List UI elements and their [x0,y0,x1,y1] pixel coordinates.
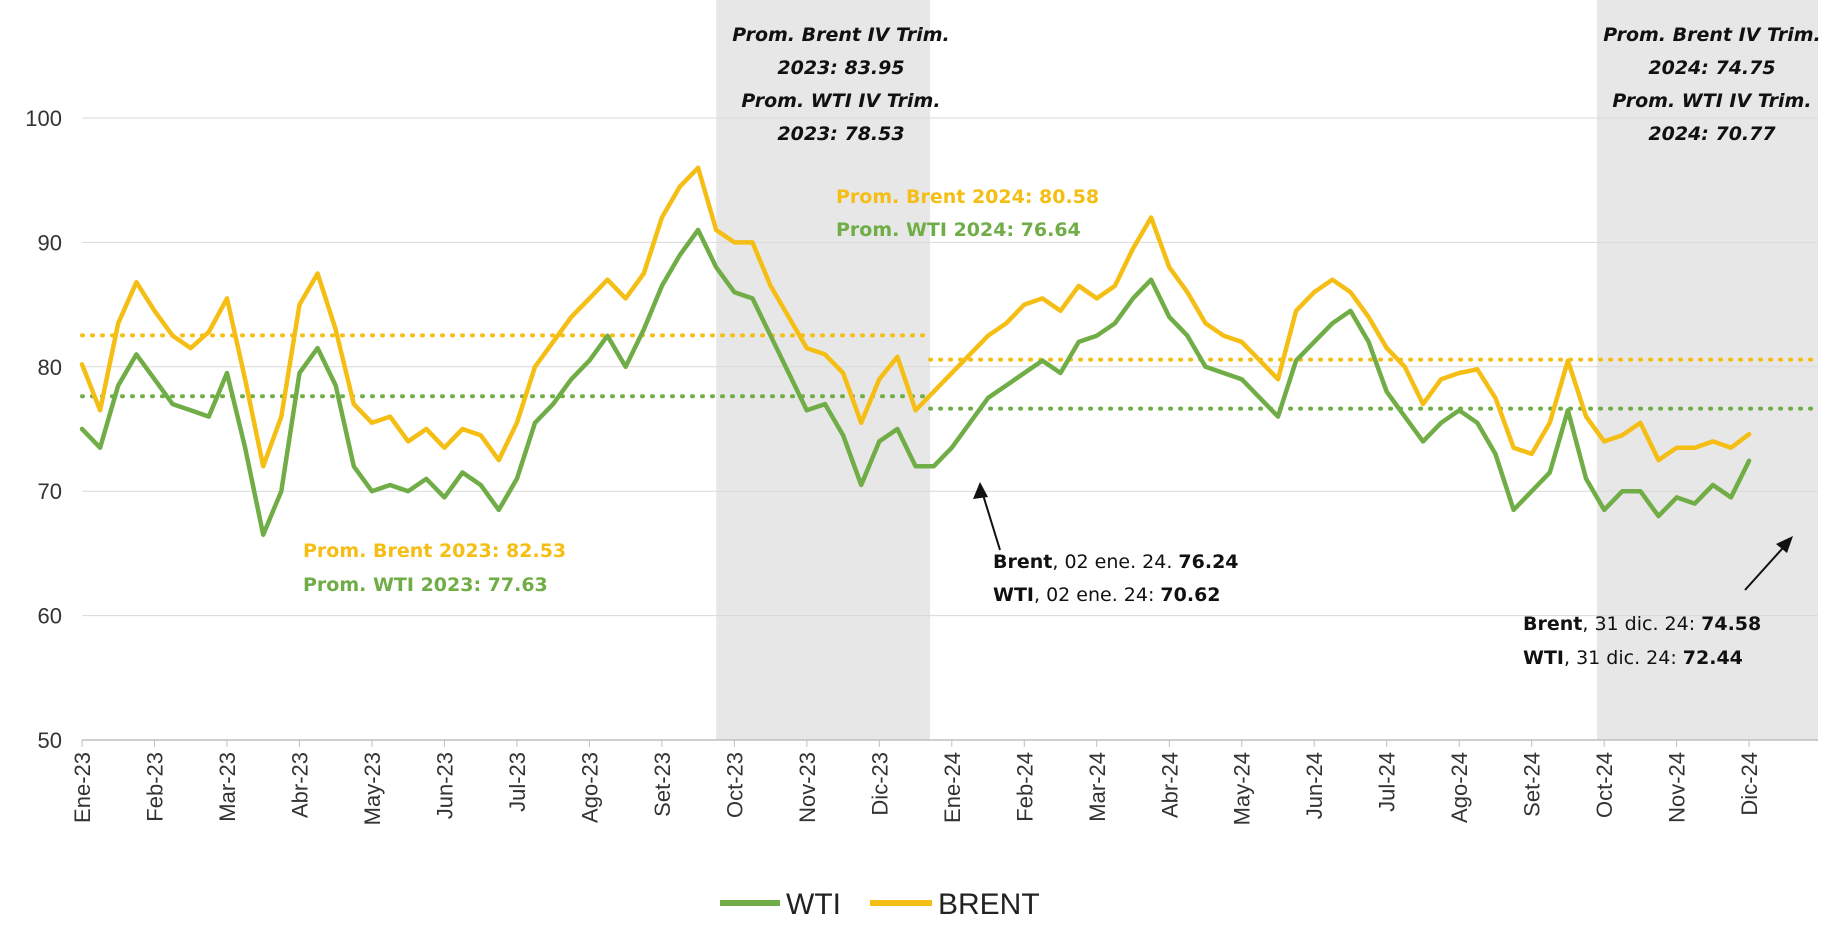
annotation-avg-2024: Prom. Brent 2024: 80.58 Prom. WTI 2024: … [836,186,1099,241]
x-tick-label-Feb-24: Feb-24 [1012,752,1037,822]
annotation-q4-2023: Prom. Brent IV Trim. 2023: 83.95 Prom. W… [732,24,950,145]
q4-2023-wti-label: Prom. WTI IV Trim. [741,90,940,112]
jan-2024-wti-mid: , 02 ene. 24: [1034,584,1160,606]
annotation-jan-2024: Brent, 02 ene. 24. 76.24 WTI, 02 ene. 24… [973,482,1239,606]
x-tick-label-Dic-24: Dic-24 [1737,752,1762,816]
x-tick-label-May-23: May-23 [360,752,385,825]
dec-2024-wti-line: WTI, 31 dic. 24: 72.44 [1523,647,1743,669]
q4-2024-brent-label: Prom. Brent IV Trim. [1603,24,1821,46]
x-tick-label-Ago-24: Ago-24 [1447,752,1472,823]
q4-2024-wti-value: 2024: 70.77 [1648,123,1776,145]
legend: WTI BRENT [720,888,1040,921]
q4-2023-wti-value: 2023: 78.53 [777,123,904,145]
dec-2024-brent-name: Brent [1523,613,1582,635]
annotation-avg-2023: Prom. Brent 2023: 82.53 Prom. WTI 2023: … [303,540,566,596]
y-tick-label-90: 90 [38,230,62,255]
jan-2024-wti-value: 70.62 [1160,584,1220,606]
shaded-period-1 [716,0,931,740]
x-tick-label-Oct-23: Oct-23 [722,752,747,818]
shaded-period-2 [1596,0,1818,740]
jan-2024-wti-name: WTI [993,584,1034,606]
x-tick-label-Jun-23: Jun-23 [432,752,457,819]
x-tick-label-Mar-24: Mar-24 [1085,752,1110,822]
x-tick-label-Jul-23: Jul-23 [505,752,530,812]
axes: 50 60 70 80 90 100 Ene-23 Feb-23 Mar-23 Abr-23 May… [25,106,1818,825]
series-lines [79,165,1752,537]
q4-2023-brent-label: Prom. Brent IV Trim. [732,24,950,46]
dec-2024-brent-value: 74.58 [1701,613,1761,635]
y-tick-label-50: 50 [38,728,62,753]
jan-2024-brent-value: 76.24 [1178,551,1238,573]
y-tick-label-100: 100 [25,106,62,131]
series-line-brent [79,165,1752,469]
q4-2024-wti-label: Prom. WTI IV Trim. [1612,90,1811,112]
y-tick-label-80: 80 [38,355,62,380]
x-tick-label-Ago-23: Ago-23 [577,752,602,823]
dec-2024-arrowhead [1776,536,1793,553]
annotation-q4-2024: Prom. Brent IV Trim. 2024: 74.75 Prom. W… [1603,24,1821,145]
x-tick-label-Jun-24: Jun-24 [1302,752,1327,819]
x-tick-label-Set-24: Set-24 [1520,752,1545,817]
x-tick-label-Dic-23: Dic-23 [867,752,892,816]
y-tick-label-70: 70 [38,479,62,504]
avg-2023-brent-label: Prom. Brent 2023: 82.53 [303,540,566,562]
jan-2024-wti-line: WTI, 02 ene. 24: 70.62 [993,584,1221,606]
x-tick-label-Abr-23: Abr-23 [287,752,312,818]
avg-2023-wti-label: Prom. WTI 2023: 77.63 [303,574,548,596]
series-line-wti [79,227,1752,537]
x-tick-label-Mar-23: Mar-23 [215,752,240,822]
q4-2023-brent-value: 2023: 83.95 [777,57,904,79]
x-tick-label-Ene-23: Ene-23 [70,752,95,823]
avg-2024-brent-label: Prom. Brent 2024: 80.58 [836,186,1099,208]
q4-2024-brent-value: 2024: 74.75 [1648,57,1775,79]
jan-2024-brent-mid: , 02 ene. 24. [1052,551,1178,573]
annotation-dec-2024: Brent, 31 dic. 24: 74.58 WTI, 31 dic. 24… [1523,536,1793,669]
x-tick-label-Oct-24: Oct-24 [1592,752,1617,818]
dec-2024-wti-value: 72.44 [1683,647,1743,669]
jan-2024-brent-line: Brent, 02 ene. 24. 76.24 [993,551,1239,573]
x-tick-label-Set-23: Set-23 [650,752,675,817]
dec-2024-wti-name: WTI [1523,647,1564,669]
x-tick-label-Nov-24: Nov-24 [1665,752,1690,823]
dec-2024-brent-line: Brent, 31 dic. 24: 74.58 [1523,613,1761,635]
x-tick-label-May-24: May-24 [1230,752,1255,825]
x-tick-label-Ene-24: Ene-24 [940,752,965,823]
average-lines [80,333,1820,411]
x-tick-label-Feb-23: Feb-23 [142,752,167,822]
x-tick-label-Jul-24: Jul-24 [1375,752,1400,812]
dec-2024-brent-mid: , 31 dic. 24: [1582,613,1701,635]
shaded-periods [716,0,1818,740]
legend-brent-label: BRENT [938,888,1040,921]
avg-2024-wti-label: Prom. WTI 2024: 76.64 [836,219,1081,241]
jan-2024-brent-name: Brent [993,551,1052,573]
x-tick-label-Abr-24: Abr-24 [1157,752,1182,818]
x-tick-label-Nov-23: Nov-23 [795,752,820,823]
dec-2024-wti-mid: , 31 dic. 24: [1564,647,1683,669]
jan-2024-arrowhead [973,482,988,499]
legend-wti-label: WTI [786,888,841,921]
y-tick-label-60: 60 [38,604,62,629]
